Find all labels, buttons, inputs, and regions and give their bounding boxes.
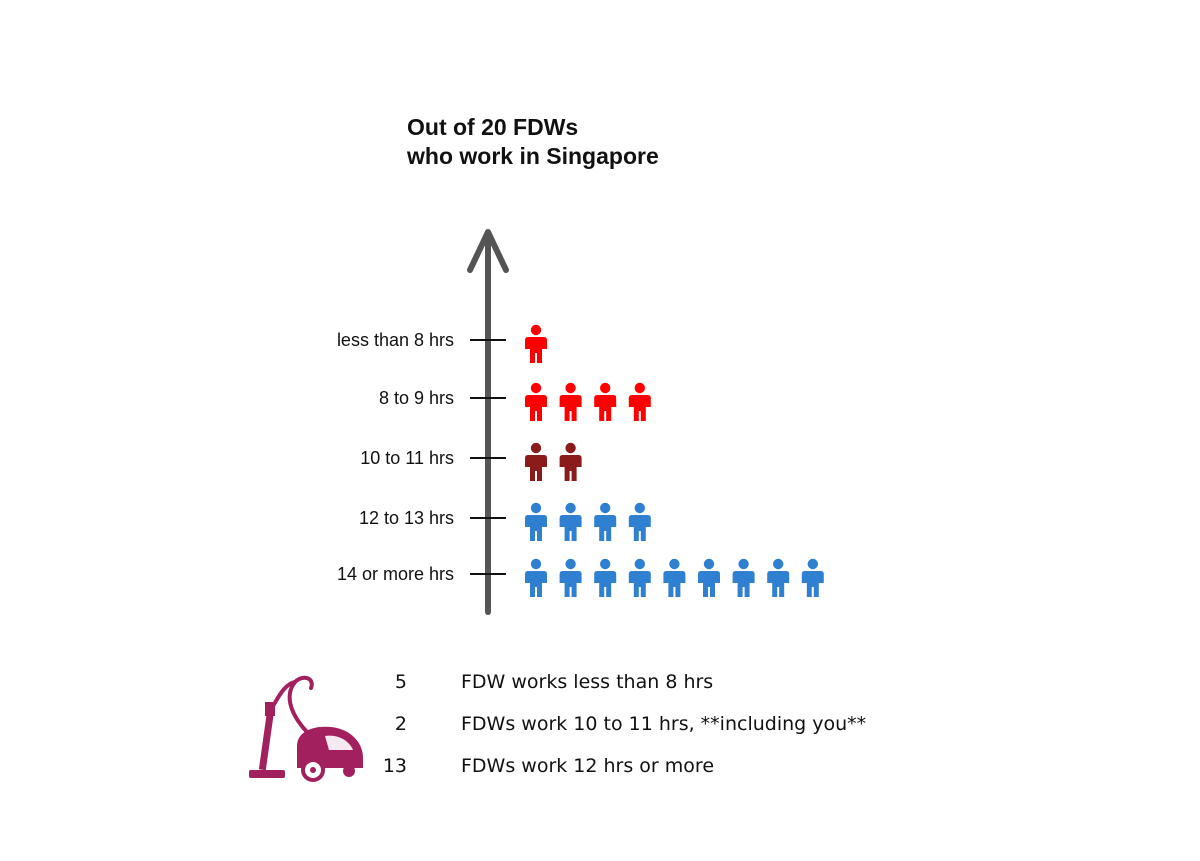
legend-text: FDWs work 12 hrs or more <box>461 755 715 777</box>
person-icon <box>525 558 547 597</box>
person-icon <box>594 382 617 421</box>
category-labels: less than 8 hrs 8 to 9 hrs 10 to 11 hrs 12 … <box>337 330 454 584</box>
tick-label: 12 to 13 hrs <box>359 508 454 528</box>
person-icon <box>525 324 547 363</box>
person-icon <box>559 502 582 541</box>
person-icon <box>525 382 547 421</box>
person-icon <box>732 558 755 597</box>
person-icon <box>663 558 686 597</box>
person-icon <box>628 382 651 421</box>
axis-arrowhead <box>467 229 509 273</box>
pictograph-chart: less than 8 hrs 8 to 9 hrs 10 to 11 hrs 12 … <box>337 229 824 615</box>
person-icon <box>559 558 582 597</box>
tick-label: less than 8 hrs <box>337 330 454 350</box>
tick-label: 8 to 9 hrs <box>379 388 454 408</box>
chart-title-line-2: who work in Singapore <box>407 143 659 169</box>
legend-text: FDW works less than 8 hrs <box>461 671 714 693</box>
legend-row-1: 5 FDW works less than 8 hrs <box>388 669 888 695</box>
chart-title-line-1: Out of 20 FDWs <box>407 114 579 140</box>
legend-count: 13 <box>382 755 407 777</box>
person-icons <box>525 324 824 597</box>
person-icon <box>525 502 547 541</box>
person-icon <box>559 442 582 481</box>
person-icon <box>801 558 824 597</box>
tick-label: 10 to 11 hrs <box>360 448 454 468</box>
person-icon <box>525 442 547 481</box>
legend-row-3: 13 FDWs work 12 hrs or more <box>383 753 888 779</box>
person-icon <box>698 558 720 597</box>
legend-text: FDWs work 10 to 11 hrs, **including you*… <box>461 713 867 735</box>
person-icon <box>559 382 582 421</box>
person-icon <box>594 558 617 597</box>
legend-count: 2 <box>394 713 407 735</box>
person-icon <box>628 502 651 541</box>
legend-row-2: 2 FDWs work 10 to 11 hrs, **including yo… <box>388 711 888 737</box>
person-icon <box>767 558 790 597</box>
tick-label: 14 or more hrs <box>337 564 454 584</box>
vacuum-cleaner-icon <box>249 675 363 782</box>
legend-count: 5 <box>394 671 407 693</box>
chart-title: Out of 20 FDWs who work in Singapore <box>407 113 659 171</box>
person-icon <box>628 558 651 597</box>
vertical-axis <box>467 229 509 615</box>
person-icon <box>594 502 617 541</box>
